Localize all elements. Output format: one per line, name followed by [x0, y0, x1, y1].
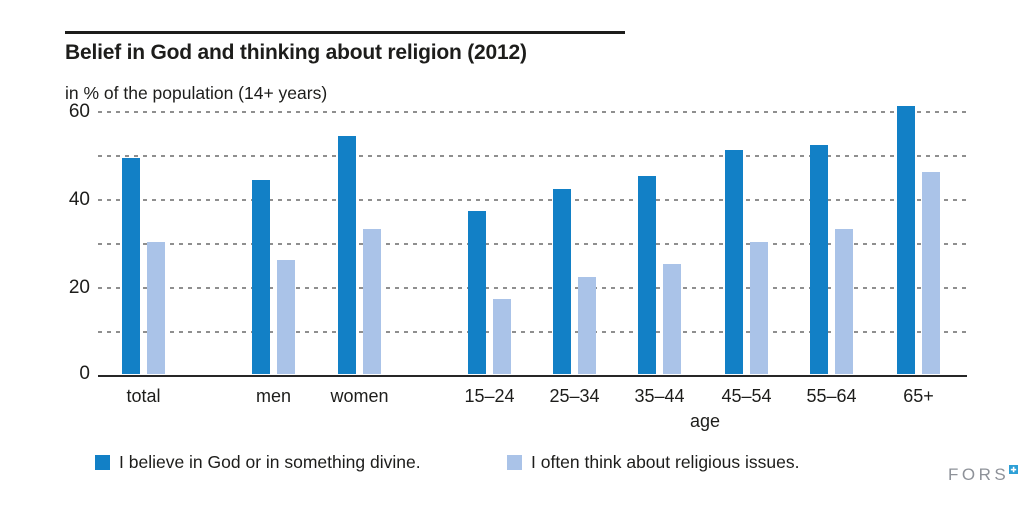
bar-think-65+: [922, 171, 940, 374]
legend-label: I often think about religious issues.: [531, 452, 800, 472]
x-category-label-55-64: 55–64: [806, 386, 857, 406]
gridline-60: [98, 111, 967, 113]
gridline-50: [98, 155, 967, 157]
gridline-10: [98, 331, 967, 333]
bar-believe-15–24: [468, 211, 486, 374]
bar-think-35–44: [663, 264, 681, 374]
bar-think-25–34: [578, 277, 596, 374]
x-category-label-women: women: [330, 386, 389, 406]
bar-think-total: [147, 242, 165, 374]
bar-believe-55–64: [810, 145, 828, 374]
x-category-label-65plus: 65+: [903, 386, 934, 406]
gridline-40: [98, 199, 967, 201]
gridline-20: [98, 287, 967, 289]
x-axis-label: age: [689, 411, 721, 431]
legend-swatch-dark-blue-icon: [95, 455, 110, 470]
bar-think-women: [363, 228, 381, 374]
bar-believe-men: [252, 180, 270, 374]
legend-label: I believe in God or in something divine.: [119, 452, 421, 472]
bar-think-men: [277, 259, 295, 374]
x-category-label-35-44: 35–44: [634, 386, 685, 406]
x-category-label-45-54: 45–54: [721, 386, 772, 406]
y-tick-label-40: 40: [68, 189, 90, 210]
chart-subtitle: in % of the population (14+ years): [65, 83, 328, 103]
legend-item-think: I often think about religious issues.: [507, 452, 800, 473]
bar-think-45–54: [750, 242, 768, 374]
y-tick-label-0: 0: [79, 363, 90, 384]
gridline-30: [98, 243, 967, 245]
plus-square-icon: [1009, 465, 1019, 474]
fors-logo: FORS: [948, 464, 1019, 486]
title-rule: [65, 31, 625, 34]
bar-think-55–64: [835, 228, 853, 374]
y-tick-label-60: 60: [68, 101, 90, 122]
bar-believe-45–54: [725, 149, 743, 374]
fors-logo-text: FORS: [948, 465, 1010, 484]
x-axis-line: [98, 375, 967, 377]
chart-title: Belief in God and thinking about religio…: [65, 41, 527, 64]
bar-believe-35–44: [638, 176, 656, 374]
legend-item-believe: I believe in God or in something divine.: [95, 452, 421, 473]
bar-believe-women: [338, 136, 356, 374]
bar-think-15–24: [493, 299, 511, 374]
legend-swatch-light-blue-icon: [507, 455, 522, 470]
bar-believe-25–34: [553, 189, 571, 374]
bar-believe-total: [122, 158, 140, 374]
x-category-label-men: men: [255, 386, 292, 406]
x-category-label-15-24: 15–24: [464, 386, 515, 406]
plot-area: [98, 105, 967, 376]
bar-believe-65+: [897, 105, 915, 374]
y-tick-label-20: 20: [68, 277, 90, 298]
x-category-label-total: total: [126, 386, 161, 406]
x-category-label-25-34: 25–34: [549, 386, 600, 406]
